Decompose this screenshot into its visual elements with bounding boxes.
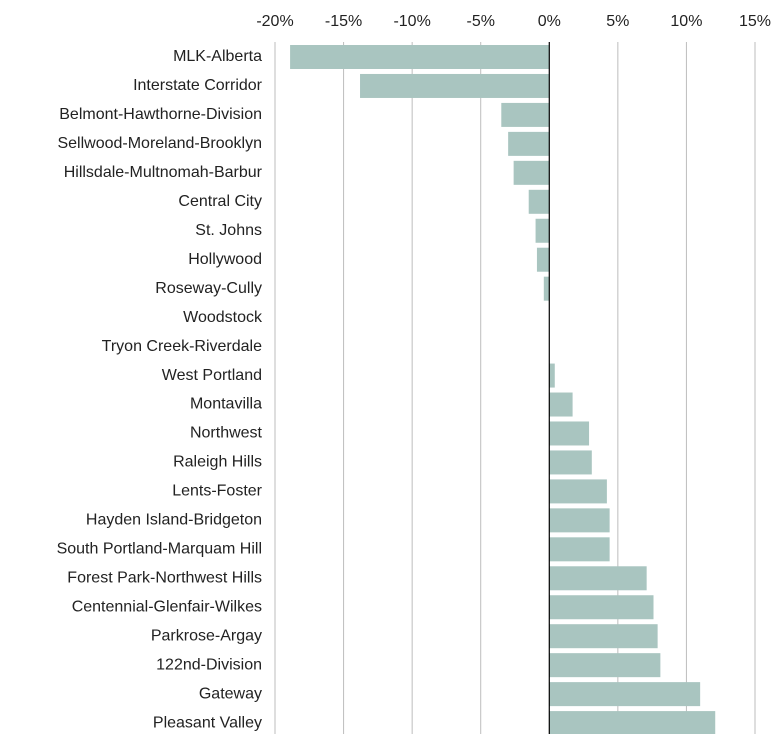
x-tick-label: -10% xyxy=(393,13,430,30)
category-label: Hollywood xyxy=(188,251,262,268)
bar xyxy=(549,392,573,417)
bar xyxy=(513,160,550,185)
bar xyxy=(549,421,590,446)
category-label: South Portland-Marquam Hill xyxy=(57,541,262,558)
category-label: Hillsdale-Multnomah-Barbur xyxy=(64,164,263,181)
bar xyxy=(536,247,550,272)
category-label: Interstate Corridor xyxy=(133,77,263,94)
category-label: 122nd-Division xyxy=(156,656,262,673)
bar xyxy=(501,102,550,127)
bar xyxy=(549,508,610,533)
x-tick-label: -15% xyxy=(325,13,362,30)
bar xyxy=(508,131,550,156)
category-label: Sellwood-Moreland-Brooklyn xyxy=(57,135,262,152)
bar xyxy=(543,276,550,301)
bar xyxy=(549,479,607,504)
bar xyxy=(549,711,716,734)
x-tick-label: 10% xyxy=(670,13,702,30)
x-tick-label: 5% xyxy=(606,13,629,30)
category-label: Hayden Island-Bridgeton xyxy=(86,512,262,529)
x-tick-label: 15% xyxy=(739,13,771,30)
bar xyxy=(549,450,592,475)
category-label: Pleasant Valley xyxy=(153,714,262,731)
bar xyxy=(290,45,550,69)
category-label: Woodstock xyxy=(183,309,263,326)
bar xyxy=(549,566,647,591)
category-label: Tryon Creek-Riverdale xyxy=(102,338,262,355)
category-label: Centennial-Glenfair-Wilkes xyxy=(72,598,262,615)
category-label: West Portland xyxy=(162,367,262,384)
category-label: St. Johns xyxy=(195,222,262,239)
bar xyxy=(549,363,555,388)
category-label: Belmont-Hawthorne-Division xyxy=(59,106,262,123)
x-tick-label: 0% xyxy=(538,13,561,30)
bar xyxy=(549,624,658,649)
category-label: Northwest xyxy=(190,425,263,442)
category-label: MLK-Alberta xyxy=(173,48,262,65)
bar xyxy=(528,189,550,214)
bar xyxy=(549,682,701,707)
x-tick-label: -5% xyxy=(466,13,494,30)
bar xyxy=(360,73,550,98)
bar xyxy=(535,218,550,243)
category-label: Gateway xyxy=(199,685,262,702)
bar xyxy=(549,595,654,620)
category-label: Central City xyxy=(178,193,262,210)
category-label: Forest Park-Northwest Hills xyxy=(67,569,262,586)
bar xyxy=(549,537,610,562)
bar xyxy=(549,653,661,678)
x-tick-label: -20% xyxy=(256,13,293,30)
category-label: Roseway-Cully xyxy=(155,280,262,297)
category-label: Parkrose-Argay xyxy=(151,627,262,644)
category-label: Lents-Foster xyxy=(172,483,262,500)
category-label: Montavilla xyxy=(190,396,262,413)
category-label: Raleigh Hills xyxy=(173,454,262,471)
